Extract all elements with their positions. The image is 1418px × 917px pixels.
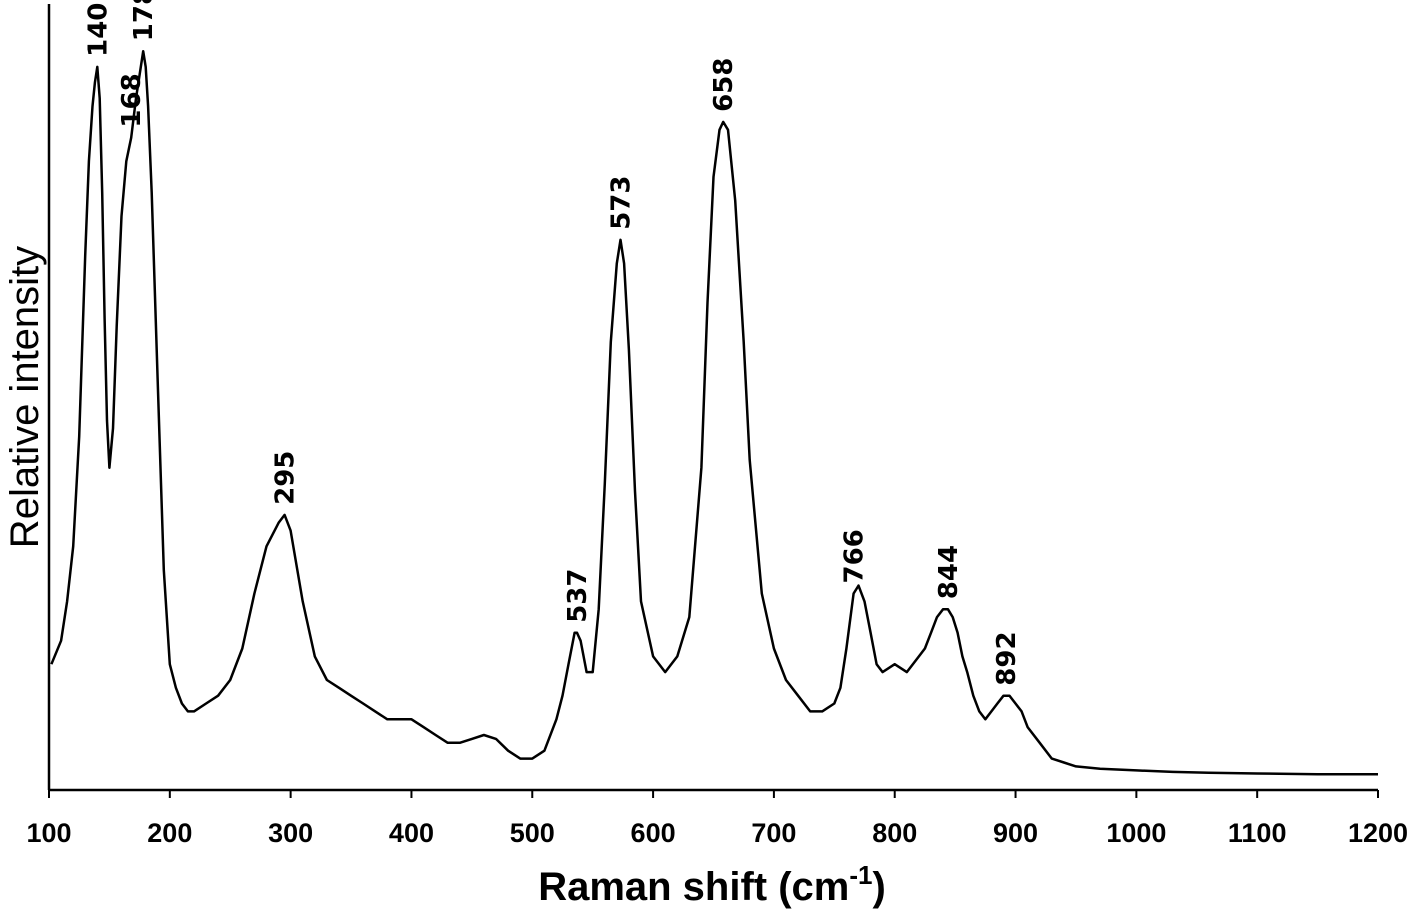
x-tick-label: 800 bbox=[872, 818, 917, 848]
x-tick-label: 1200 bbox=[1348, 818, 1408, 848]
peak-label: 892 bbox=[992, 631, 1022, 685]
x-axis-title: Raman shift (cm-1) bbox=[538, 860, 886, 909]
x-tick-label: 100 bbox=[26, 818, 71, 848]
x-tick-label: 700 bbox=[751, 818, 796, 848]
x-tick-label: 500 bbox=[510, 818, 555, 848]
peak-label: 537 bbox=[563, 569, 593, 623]
x-tick-label: 600 bbox=[631, 818, 676, 848]
x-ticks bbox=[48, 790, 1379, 798]
peak-label: 573 bbox=[607, 176, 637, 230]
peak-label: 766 bbox=[840, 529, 870, 583]
peak-label: 140 bbox=[83, 3, 113, 57]
x-tick-label: 400 bbox=[389, 818, 434, 848]
axes bbox=[47, 4, 1378, 792]
x-tick-label: 900 bbox=[993, 818, 1038, 848]
x-tick-labels: 100 200 300 400 500 600 700 800 900 1000 1100 1200 bbox=[26, 818, 1408, 848]
y-axis-title: Relative intensity bbox=[3, 246, 47, 548]
spectrum-line bbox=[50, 49, 1378, 776]
peak-label: 658 bbox=[709, 58, 739, 112]
x-axis-title-end: ) bbox=[872, 865, 885, 909]
x-tick-label: 300 bbox=[268, 818, 313, 848]
peak-label: 178 bbox=[129, 0, 159, 41]
x-axis-title-sup: -1 bbox=[849, 860, 872, 890]
x-tick-label: 1100 bbox=[1228, 818, 1287, 848]
peak-label: 168 bbox=[117, 73, 147, 127]
x-tick-label: 1000 bbox=[1106, 818, 1166, 848]
peak-label: 844 bbox=[934, 545, 964, 599]
x-tick-label: 200 bbox=[147, 818, 192, 848]
x-axis-title-main: Raman shift (cm bbox=[538, 865, 849, 909]
peak-label: 295 bbox=[271, 451, 301, 505]
